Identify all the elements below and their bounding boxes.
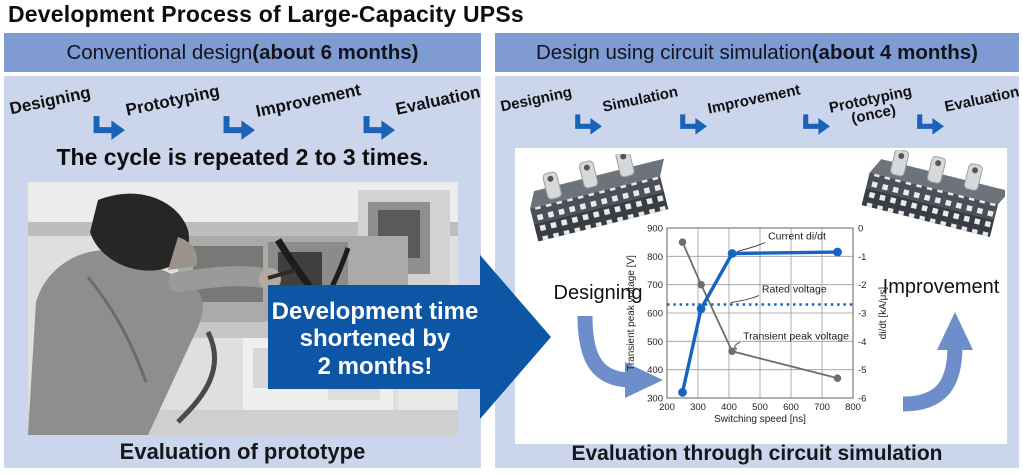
svg-text:200: 200 [659, 402, 675, 413]
svg-text:Transient peak voltage [V]: Transient peak voltage [V] [626, 255, 637, 371]
simulation-design-body: Designing Simulation Improvement Prototy… [495, 76, 1019, 468]
svg-text:400: 400 [721, 402, 737, 413]
svg-text:-6: -6 [858, 394, 866, 405]
step-designing: Designing [498, 83, 574, 116]
svg-text:-3: -3 [858, 309, 866, 320]
busbar-model-image [530, 154, 669, 242]
step-arrow-icon [574, 114, 602, 135]
flow-up-arrow-icon [902, 312, 973, 412]
cycle-note: The cycle is repeated 2 to 3 times. [56, 144, 429, 170]
step-prototyping-once: Prototyping (once) [828, 83, 917, 131]
svg-text:di/dt [kA/μs]: di/dt [kA/μs] [878, 287, 889, 340]
svg-text:600: 600 [783, 402, 799, 413]
banner-line: Development time [271, 297, 479, 325]
svg-text:500: 500 [752, 402, 768, 413]
conventional-design-header: Conventional design (about 6 months) [4, 33, 481, 72]
svg-text:Switching speed [ns]: Switching speed [ns] [714, 414, 806, 425]
svg-text:300: 300 [690, 402, 706, 413]
step-arrow-icon [93, 116, 126, 140]
banner-line: shortened by [299, 325, 451, 353]
step-designing: Designing [7, 82, 93, 119]
simulation-steps: Designing Simulation Improvement Prototy… [495, 76, 1019, 137]
svg-text:900: 900 [647, 224, 663, 235]
step-simulation: Simulation [600, 83, 680, 116]
development-time-banner: Development time shortened by 2 months! [268, 252, 553, 422]
step-improvement: Improvement [706, 81, 803, 118]
step-arrow-icon [363, 116, 396, 140]
svg-text:400: 400 [647, 365, 663, 376]
designing-label: Designing [553, 282, 643, 304]
banner-arrow [268, 255, 551, 419]
step-arrow-icon [223, 116, 255, 140]
conventional-steps: Designing Prototyping Improvement Evalua… [4, 76, 481, 142]
step-prototyping: Prototyping [124, 81, 222, 120]
simulation-design-panel: Design using circuit simulation (about 4… [495, 33, 1019, 468]
banner-line: 2 months! [317, 352, 433, 380]
simulation-canvas: Designing Improvement 200 300 400 500 600 700… [515, 148, 1007, 444]
svg-text:300: 300 [647, 394, 663, 405]
svg-text:-4: -4 [858, 337, 866, 348]
simulation-design-header: Design using circuit simulation (about 4… [495, 33, 1019, 72]
header-duration: (about 4 months) [811, 40, 978, 64]
svg-text:500: 500 [647, 337, 663, 348]
step-arrow-icon [680, 114, 708, 135]
header-duration: (about 6 months) [252, 40, 419, 64]
step-evaluation: Evaluation [942, 83, 1019, 116]
step-arrow-icon [916, 114, 944, 135]
step-arrow-icon [803, 114, 831, 135]
page-title: Development Process of Large-Capacity UP… [8, 1, 524, 27]
banner-text: Development time shortened by 2 months! [270, 288, 480, 390]
header-text: Conventional design [66, 40, 253, 64]
svg-text:700: 700 [647, 280, 663, 291]
step-improvement: Improvement [253, 80, 363, 121]
step-evaluation: Evaluation [394, 82, 481, 119]
improvement-label: Improvement [882, 276, 1000, 298]
svg-text:Transient peak voltage: Transient peak voltage [743, 330, 849, 342]
header-text: Design using circuit simulation [536, 40, 812, 64]
svg-text:800: 800 [647, 252, 663, 263]
svg-text:800: 800 [845, 402, 861, 413]
flow-down-arrow-icon [577, 315, 663, 398]
svg-text:-5: -5 [858, 365, 866, 376]
simulation-chart: 200 300 400 500 600 700 8003004005006007008009… [626, 224, 889, 426]
svg-text:0: 0 [858, 224, 863, 235]
svg-text:-1: -1 [858, 252, 866, 263]
svg-text:Current di/dt: Current di/dt [768, 231, 826, 243]
svg-text:700: 700 [814, 402, 830, 413]
svg-text:-2: -2 [858, 280, 866, 291]
engineer-figure [28, 193, 297, 435]
svg-text:600: 600 [647, 309, 663, 320]
left-caption: Evaluation of prototype [119, 439, 366, 464]
svg-text:Rated voltage: Rated voltage [762, 284, 827, 296]
busbar-model-image [861, 150, 1005, 238]
right-caption: Evaluation through circuit simulation [571, 442, 943, 465]
